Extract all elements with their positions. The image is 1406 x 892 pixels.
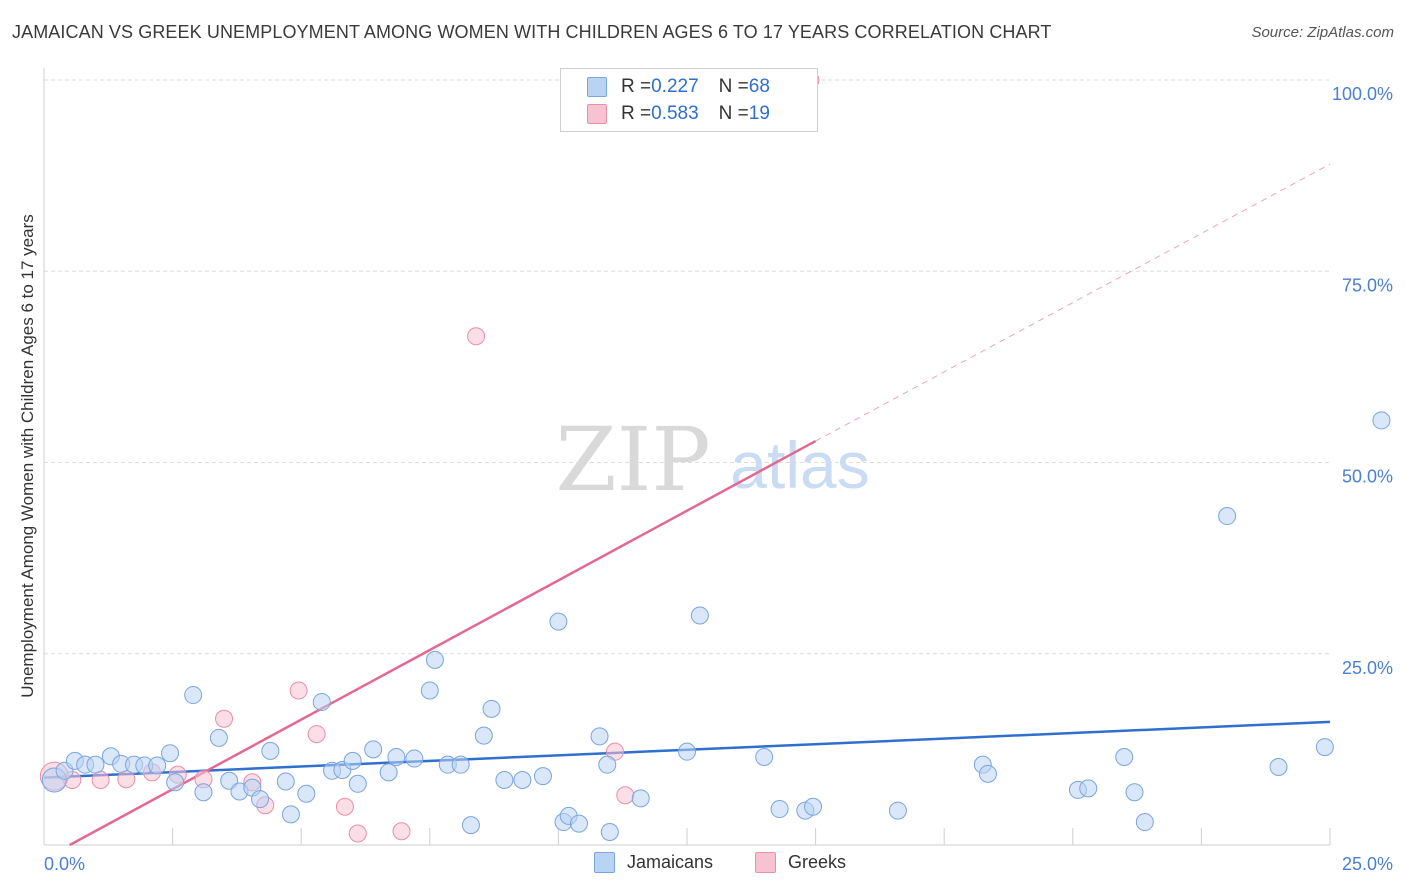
point-greeks [467,327,486,346]
point-greeks [91,770,110,789]
y-axis-label: Unemployment Among Women with Children A… [18,214,37,698]
point-jamaicans [1079,779,1098,798]
point-jamaicans [533,767,552,786]
point-jamaicans [1125,783,1144,802]
tick-labels: 25.0% 50.0% 75.0% 100.0% 0.0% 25.0% [44,84,1393,874]
y-tick-label: 25.0% [1342,658,1393,678]
watermark: ZIP atlas [555,408,869,511]
point-greeks [215,709,234,728]
point-jamaicans [348,774,367,793]
point-jamaicans [261,741,280,760]
point-jamaicans [1218,507,1237,526]
point-jamaicans [379,763,398,782]
point-jamaicans [364,740,383,759]
point-jamaicans [184,686,203,705]
point-jamaicans [297,784,316,803]
point-jamaicans [251,790,270,809]
point-jamaicans [482,699,501,718]
legend-n-label: N = [718,76,749,97]
point-jamaicans [312,692,331,711]
point-jamaicans [600,822,619,841]
trend-line-greeks-extension [815,163,1331,442]
point-jamaicans [343,751,362,770]
legend-row-greeks: R = 0.583 N = 19 [587,101,770,127]
y-tick-label: 100.0% [1332,84,1393,104]
stats-legend: R = 0.227 N = 68 R = 0.583 N = 19 [560,68,818,132]
point-jamaicans [1115,748,1134,767]
point-jamaicans [804,797,823,816]
axes [43,68,1331,846]
point-jamaicans [888,801,907,820]
bottom-legend-greeks: Greeks [755,852,846,873]
chart-title: JAMAICAN VS GREEK UNEMPLOYMENT AMONG WOM… [12,22,1052,42]
grid [44,79,1330,655]
point-jamaicans [420,681,439,700]
watermark-zip: ZIP [555,408,710,511]
point-jamaicans [461,816,480,835]
x-tick-label: 25.0% [1342,854,1393,874]
x-tick-label: 0.0% [44,854,85,874]
point-jamaicans [1315,738,1334,757]
point-jamaicans [474,726,493,745]
point-jamaicans [161,744,180,763]
bottom-legend-label-jamaicans: Jamaicans [627,852,714,872]
point-jamaicans [425,650,444,669]
legend-n-label: N = [718,103,749,124]
point-jamaicans [281,805,300,824]
point-jamaicans [495,770,514,789]
point-jamaicans [194,783,213,802]
point-jamaicans [978,764,997,783]
legend-swatch-greeks [587,104,607,124]
legend-r-value: 0.227 [651,76,699,97]
bottom-legend-swatch-jamaicans [594,852,615,873]
bottom-legend-swatch-greeks [755,852,776,873]
point-jamaicans [209,728,228,747]
bottom-legend-label-greeks: Greeks [788,852,847,872]
point-greeks [348,824,367,843]
point-jamaicans [405,749,424,768]
point-jamaicans [148,756,167,775]
point-jamaicans [387,748,406,767]
point-jamaicans [590,727,609,746]
legend-r-label: R = [621,103,652,124]
point-jamaicans [549,612,568,631]
point-jamaicans [631,789,650,808]
point-jamaicans [513,770,532,789]
point-jamaicans [598,755,617,774]
legend-n-value: 19 [748,103,770,124]
point-greeks [335,797,354,816]
source-credit: Source: ZipAtlas.com [1251,24,1394,41]
point-jamaicans [770,800,789,819]
watermark-atlas: atlas [730,428,869,502]
bottom-legend-jamaicans: Jamaicans [594,852,713,873]
point-greeks [392,822,411,841]
legend-r-label: R = [621,76,652,97]
point-jamaicans [678,742,696,761]
point-jamaicans [1135,813,1154,832]
point-greeks [307,725,326,744]
point-greeks [616,786,635,805]
point-jamaicans [1372,411,1391,430]
legend-n-value: 68 [748,76,770,97]
legend-row-jamaicans: R = 0.227 N = 68 [587,74,770,100]
point-jamaicans [1269,757,1288,776]
legend-swatch-jamaicans [587,77,607,97]
point-greeks [289,681,308,700]
point-jamaicans [451,755,470,774]
legend-r-value: 0.583 [651,103,699,124]
y-tick-label: 75.0% [1342,275,1393,295]
data-points [39,71,1391,843]
point-jamaicans [86,755,105,774]
point-jamaicans [755,748,774,767]
y-tick-label: 50.0% [1342,467,1393,487]
point-jamaicans [569,814,588,833]
trend-line-greeks [69,439,817,847]
point-jamaicans [690,606,709,625]
point-jamaicans [276,772,295,791]
point-jamaicans [166,773,185,792]
